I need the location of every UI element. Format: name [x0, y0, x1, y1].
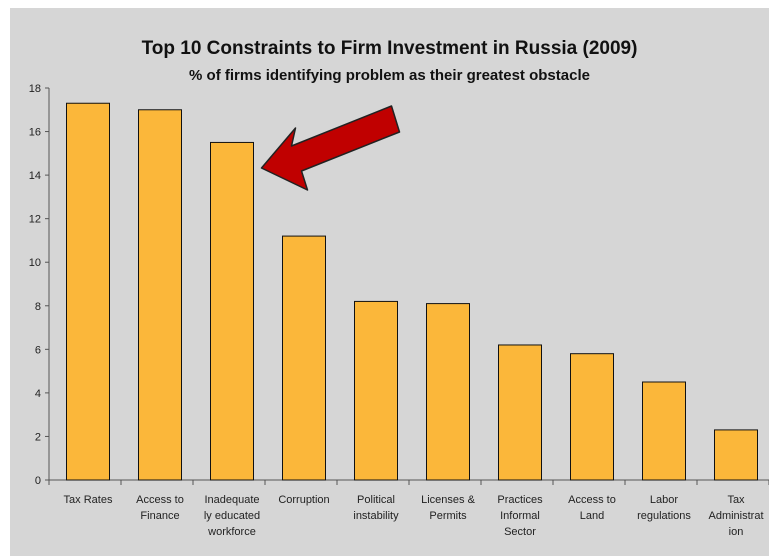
y-tick-label: 14: [29, 170, 41, 182]
bar: [642, 381, 686, 481]
x-tick-label: Tax: [727, 494, 745, 506]
bar: [282, 235, 326, 481]
x-tick-label: regulations: [637, 510, 691, 522]
x-tick-label: Sector: [504, 526, 536, 538]
y-tick-label: 2: [35, 431, 41, 443]
chart-title: Top 10 Constraints to Firm Investment in…: [141, 38, 638, 59]
y-tick-label: 0: [35, 475, 41, 487]
x-tick-label: Administrat: [708, 510, 763, 522]
bar: [570, 353, 614, 481]
x-tick-label: Political: [357, 494, 395, 506]
x-tick-label: instability: [353, 510, 399, 522]
y-tick-label: 6: [35, 344, 41, 356]
x-tick-label: workforce: [207, 526, 256, 538]
bar: [714, 429, 758, 481]
y-tick-label: 8: [35, 301, 41, 313]
y-tick-label: 16: [29, 127, 41, 139]
x-tick-label: ion: [729, 526, 744, 538]
x-tick-label: Tax Rates: [64, 494, 113, 506]
x-tick-label: Access to: [136, 494, 184, 506]
x-tick-label: Land: [580, 510, 604, 522]
x-tick-label: Access to: [568, 494, 616, 506]
x-tick-label: Labor: [650, 494, 678, 506]
bar: [426, 303, 470, 481]
x-tick-label: Informal: [500, 510, 540, 522]
bar: [210, 141, 254, 481]
x-tick-label: ly educated: [204, 510, 260, 522]
bar-chart: 0 2 4 6 8 10 12 14 16 18 Tax Rates Access to Finance…: [29, 83, 769, 538]
y-tick-label: 18: [29, 83, 41, 95]
x-tick-label: Permits: [429, 510, 467, 522]
bar: [354, 300, 398, 481]
y-tick-label: 4: [35, 388, 41, 400]
chart-subtitle: % of firms identifying problem as their …: [189, 67, 590, 84]
bar: [138, 109, 182, 481]
bar: [66, 102, 110, 481]
y-tick-label: 10: [29, 257, 41, 269]
chart-frame: Top 10 Constraints to Firm Investment in…: [10, 8, 769, 556]
x-tick-label: Practices: [497, 494, 543, 506]
bar: [498, 344, 542, 481]
arrow-annotation: [260, 105, 401, 191]
x-tick-label: Licenses &: [421, 494, 475, 506]
y-tick-label: 12: [29, 214, 41, 226]
x-tick-label: Inadequate: [204, 494, 259, 506]
x-tick-label: Corruption: [278, 494, 329, 506]
x-tick-label: Finance: [140, 510, 179, 522]
